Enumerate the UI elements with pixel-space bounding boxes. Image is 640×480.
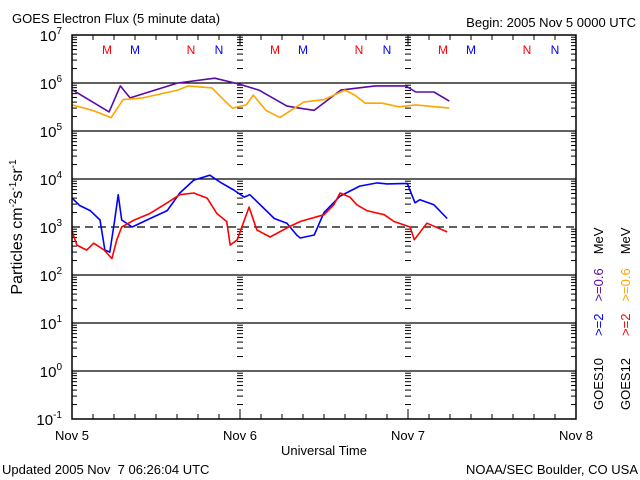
marker-M: M (466, 43, 476, 57)
marker-N: N (355, 43, 364, 57)
marker-M: M (102, 43, 112, 57)
x-tick-labels: Nov 5 Nov 6 Nov 7 Nov 8 (55, 428, 593, 443)
marker-N: N (523, 43, 532, 57)
data-source: NOAA/SEC Boulder, CO USA (466, 462, 638, 477)
series-line-goes12-2-mev (71, 192, 448, 260)
x-tick-label: Nov 8 (559, 428, 593, 443)
updated-timestamp: Updated 2005 Nov 7 06:26:04 UTC (2, 462, 209, 477)
y-tick-label: 10-1 (36, 410, 62, 429)
x-axis-label: Universal Time (281, 443, 367, 458)
series-line-goes12-0-6-mev (71, 85, 450, 119)
legend: GOES10>=2>=0.6MeV GOES12>=2>=0.6MeV (591, 227, 633, 410)
marker-N: N (187, 43, 196, 57)
x-tick-label: Nov 7 (391, 428, 425, 443)
y-tick-label: 104 (40, 170, 63, 189)
series-line-goes10-0-6-mev (72, 77, 450, 113)
x-tick-label: Nov 5 (55, 428, 89, 443)
legend-goes10-label: GOES10>=2>=0.6MeV (591, 227, 606, 410)
series-group (71, 77, 450, 260)
plot-grid (71, 35, 577, 419)
plot-frame (71, 34, 577, 420)
y-tick-label: 101 (40, 314, 63, 333)
legend-goes12-label: GOES12>=2>=0.6MeV (618, 227, 633, 410)
begin-time: Begin: 2005 Nov 5 0000 UTC (466, 15, 636, 30)
y-tick-label: 102 (40, 266, 63, 285)
x-tick-label: Nov 6 (223, 428, 257, 443)
series-line-goes10-2-mev (71, 174, 448, 253)
y-axis-label: Particles cm-2s-1sr-1 (8, 159, 26, 295)
marker-M: M (298, 43, 308, 57)
y-tick-label: 106 (40, 74, 63, 93)
marker-N: N (383, 43, 392, 57)
marker-N: N (215, 43, 224, 57)
y-tick-label: 105 (40, 122, 63, 141)
chart-title: GOES Electron Flux (5 minute data) (12, 11, 220, 26)
marker-M: M (270, 43, 280, 57)
marker-N: N (551, 43, 560, 57)
y-tick-label: 103 (40, 218, 63, 237)
y-tick-label: 100 (40, 362, 63, 381)
y-tick-label: 107 (40, 26, 63, 45)
marker-M: M (438, 43, 448, 57)
marker-M: M (130, 43, 140, 57)
y-tick-labels: 107 106 105 104 103 102 101 100 10-1 (36, 26, 62, 429)
